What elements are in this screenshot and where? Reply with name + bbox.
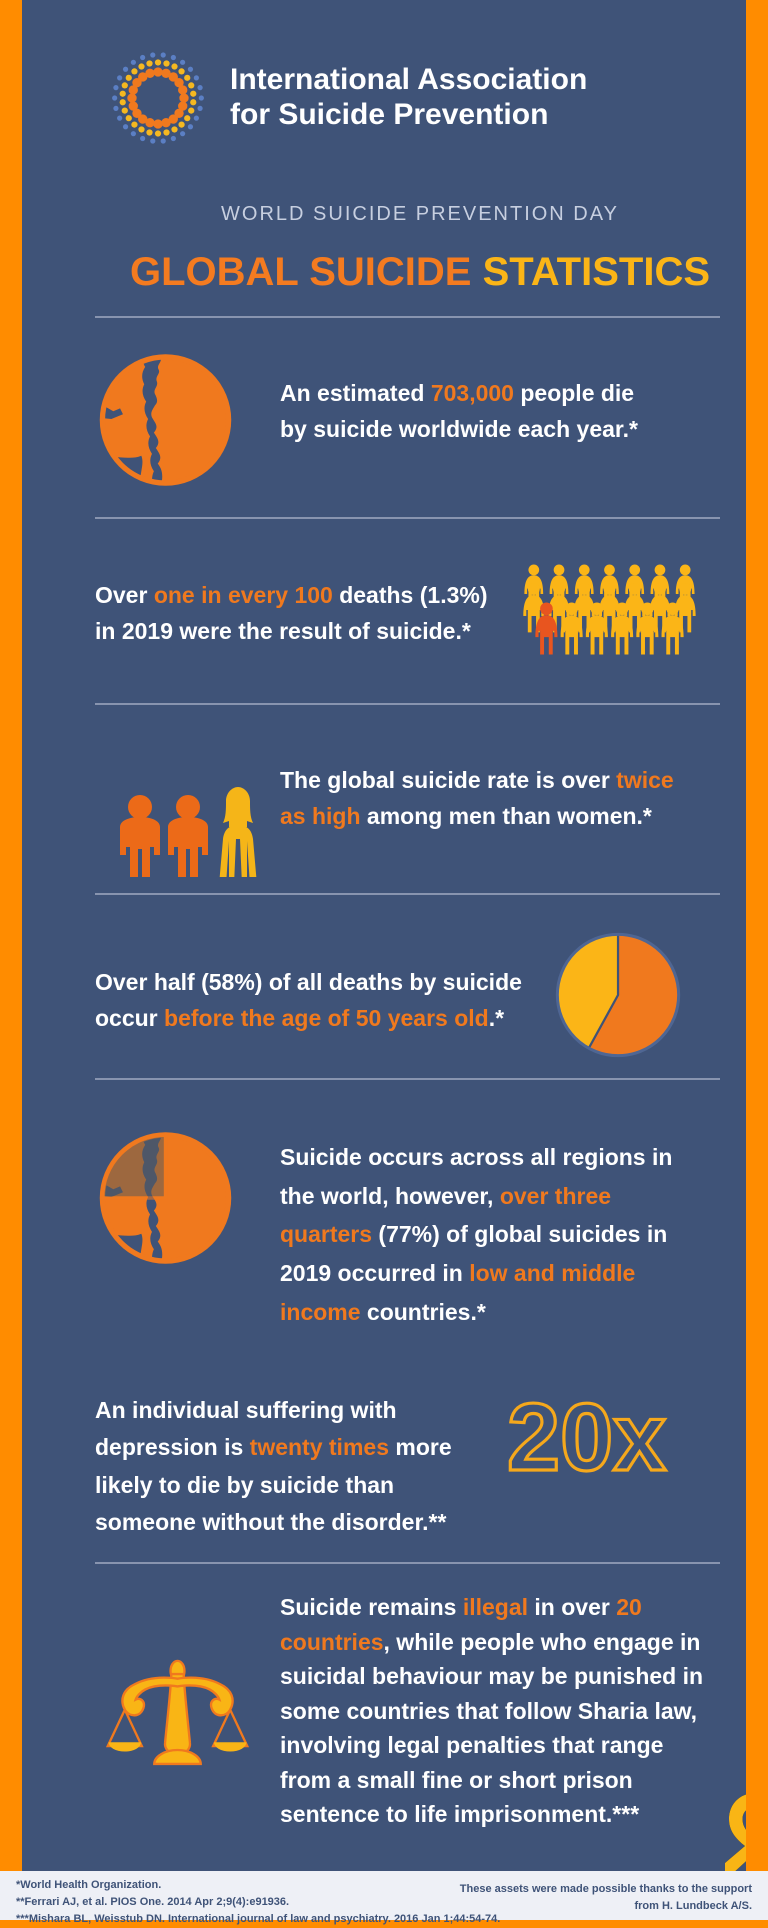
svg-text:20x: 20x	[507, 1385, 666, 1491]
